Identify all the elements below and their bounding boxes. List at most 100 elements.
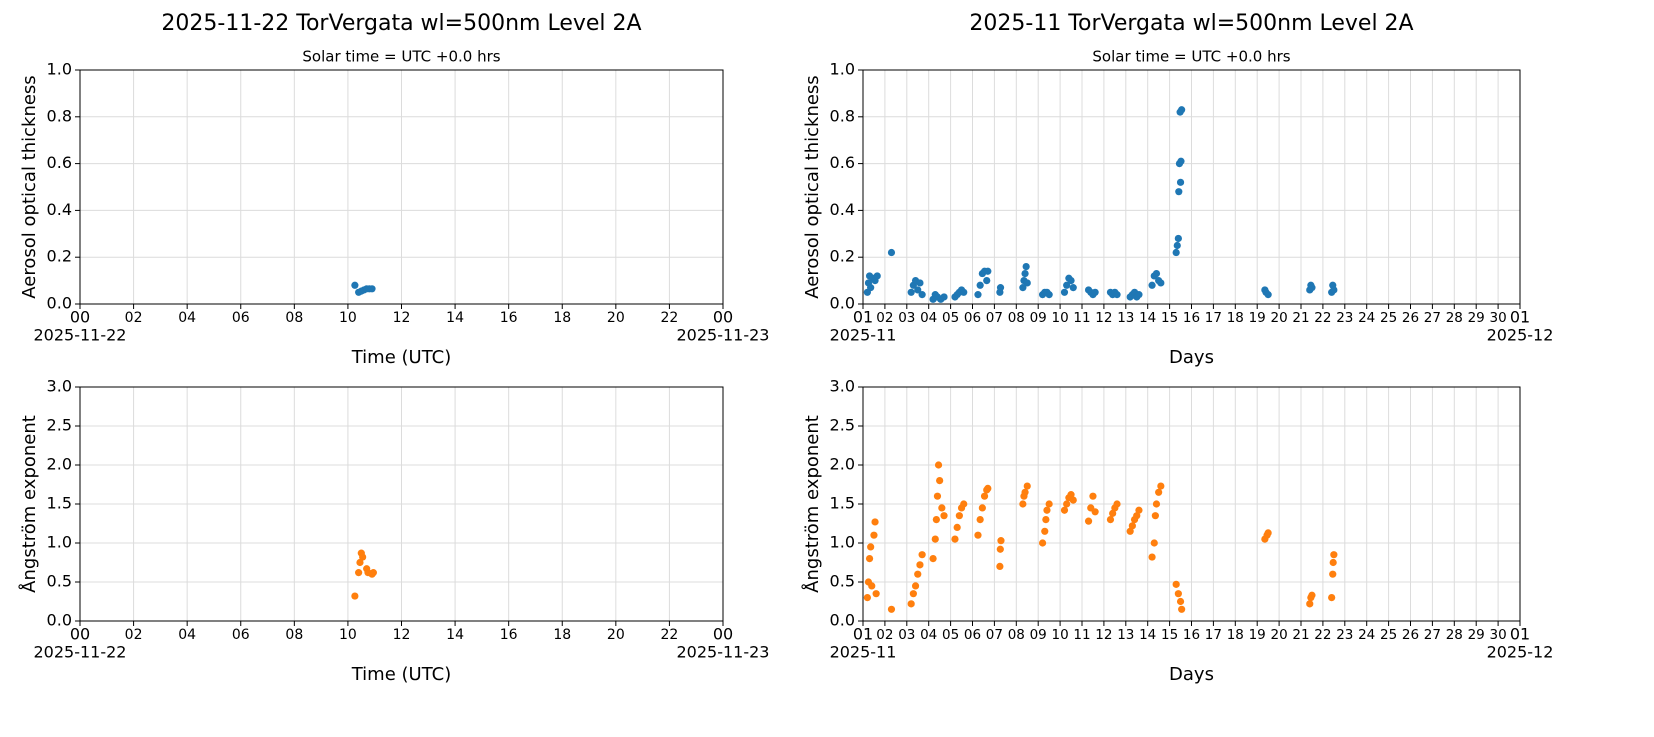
- x-tick-label: 19: [1249, 310, 1266, 326]
- point: [1060, 506, 1069, 514]
- x-axis-label: Days: [1169, 664, 1214, 685]
- point: [1155, 488, 1163, 496]
- x-tick-label: 18: [1227, 627, 1244, 643]
- x-tick-label: 24: [1358, 627, 1375, 643]
- y-tick-label: 0.8: [830, 106, 855, 125]
- x-tick-label: 04: [178, 627, 196, 643]
- point: [914, 570, 922, 578]
- chart-title: 2025-11-22 TorVergata wl=500nm Level 2A: [161, 11, 641, 36]
- x-tick-label: 25: [1380, 627, 1397, 643]
- point: [871, 518, 879, 526]
- y-tick-label: 3.0: [830, 377, 855, 396]
- x-tick-label: 16: [500, 310, 518, 326]
- x-tick-label: 27: [1424, 310, 1441, 326]
- x-tick-label: 12: [393, 310, 411, 326]
- x-tick-label: 02: [125, 627, 143, 643]
- x-date-label: 2025-11-22: [34, 643, 127, 662]
- point: [940, 512, 948, 520]
- x-tick-label: 06: [964, 310, 981, 326]
- point: [932, 516, 940, 524]
- x-tick-label: 11: [1073, 627, 1090, 643]
- x-tick-label: 03: [898, 310, 915, 326]
- y-tick-label: 0.5: [830, 572, 855, 591]
- x-tick-label: 30: [1490, 627, 1507, 643]
- point: [938, 504, 946, 512]
- x-tick-label: 11: [1073, 310, 1090, 326]
- x-tick-label: 01: [853, 308, 873, 327]
- x-tick-label: 14: [446, 627, 464, 643]
- point: [976, 516, 984, 524]
- point: [1069, 496, 1077, 504]
- plot-frame: [79, 69, 724, 305]
- point: [1128, 522, 1136, 530]
- x-tick-label: 01: [853, 625, 873, 644]
- y-axis-label: Aerosol optical thickness: [19, 75, 40, 298]
- point: [1069, 284, 1077, 292]
- x-tick-label: 16: [1183, 627, 1200, 643]
- y-tick-label: 0.0: [47, 294, 72, 313]
- point: [996, 284, 1005, 292]
- point: [955, 512, 963, 520]
- point: [1330, 286, 1338, 294]
- point: [1091, 508, 1099, 516]
- point: [983, 277, 991, 285]
- x-tick-label: 21: [1292, 627, 1309, 643]
- x-tick-label: 20: [607, 627, 625, 643]
- x-tick-label: 10: [339, 627, 357, 643]
- point: [1264, 291, 1272, 299]
- point: [978, 504, 986, 512]
- x-date-label: 2025-11: [830, 326, 897, 345]
- x-tick-label: 02: [876, 627, 893, 643]
- y-tick-label: 1.0: [830, 533, 855, 552]
- x-axis-label: Days: [1169, 347, 1214, 368]
- y-tick-label: 2.0: [47, 455, 72, 474]
- x-tick-label: 22: [1314, 310, 1331, 326]
- plot-frame: [862, 386, 1521, 622]
- x-tick-label: 05: [942, 310, 959, 326]
- point: [996, 545, 1004, 553]
- point: [1308, 284, 1316, 292]
- point: [909, 590, 917, 598]
- y-tick-label: 0.0: [830, 294, 855, 313]
- point: [1178, 605, 1186, 613]
- point: [355, 569, 363, 577]
- x-tick-label: 04: [178, 310, 196, 326]
- point: [1150, 539, 1158, 547]
- y-tick-label: 2.5: [830, 416, 855, 435]
- point: [1177, 157, 1185, 165]
- point: [1063, 500, 1071, 508]
- point: [1148, 281, 1156, 289]
- x-tick-label: 20: [607, 310, 625, 326]
- point: [953, 523, 961, 532]
- point: [1021, 269, 1029, 278]
- point: [351, 281, 359, 289]
- point: [907, 600, 915, 608]
- point: [1021, 488, 1029, 496]
- x-tick-label: 27: [1424, 627, 1441, 643]
- x-tick-label: 20: [1271, 627, 1288, 643]
- x-tick-label: 13: [1117, 627, 1134, 643]
- y-tick-label: 0.2: [830, 247, 855, 266]
- y-tick-label: 3.0: [47, 377, 72, 396]
- y-tick-label: 2.0: [830, 455, 855, 474]
- x-tick-label: 09: [1030, 627, 1047, 643]
- x-tick-label: 08: [285, 310, 303, 326]
- point: [1176, 178, 1185, 186]
- x-axis-label: Time (UTC): [351, 347, 452, 368]
- chart-subtitle: Solar time = UTC +0.0 hrs: [302, 48, 500, 66]
- x-tick-label: 10: [1052, 627, 1069, 643]
- point: [873, 272, 881, 280]
- point: [867, 284, 875, 292]
- x-tick-label: 08: [1008, 627, 1025, 643]
- point: [1329, 558, 1337, 567]
- y-tick-label: 0.4: [47, 200, 72, 219]
- plot-frame: [79, 386, 724, 622]
- point: [1173, 241, 1181, 250]
- x-tick-label: 00: [713, 625, 733, 644]
- point: [356, 558, 364, 567]
- point: [1157, 482, 1165, 490]
- x-tick-label: 21: [1292, 310, 1309, 326]
- y-tick-label: 1.5: [47, 494, 72, 513]
